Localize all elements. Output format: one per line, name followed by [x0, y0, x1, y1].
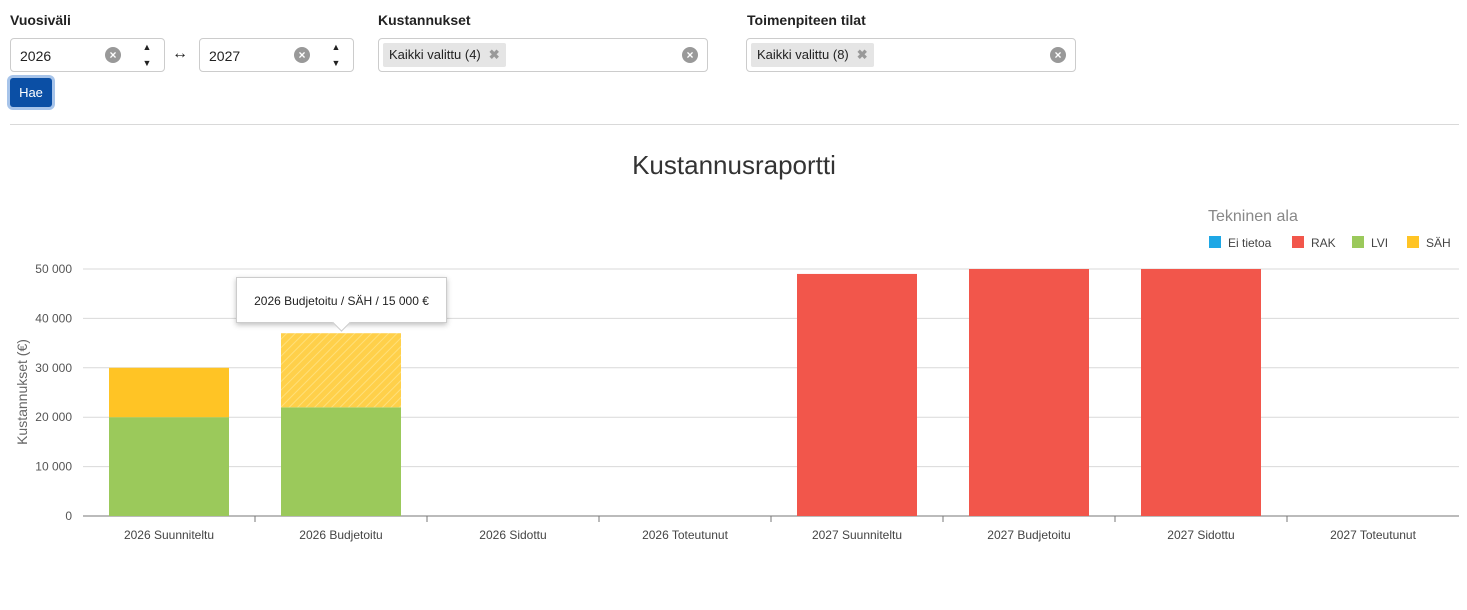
year-to-value: 2027 — [209, 48, 241, 64]
clear-year-from-icon[interactable]: × — [105, 47, 121, 63]
clear-year-to-icon[interactable]: × — [294, 47, 310, 63]
year-to-input[interactable]: 2027 × ▲ ▼ — [199, 38, 354, 72]
x-tick-label: 2026 Budjetoitu — [299, 528, 382, 542]
states-label: Toimenpiteen tilat — [747, 12, 866, 28]
decrement-icon[interactable]: ▼ — [331, 58, 341, 68]
costs-label: Kustannukset — [378, 12, 471, 28]
states-chip: Kaikki valittu (8) ✖ — [751, 43, 874, 67]
y-tick-label: 30 000 — [35, 361, 72, 375]
costs-chip: Kaikki valittu (4) ✖ — [383, 43, 506, 67]
y-tick-label: 10 000 — [35, 460, 72, 474]
bar-segment — [797, 273, 917, 516]
bar-segment — [1141, 269, 1261, 516]
legend-label: Ei tietoa — [1228, 236, 1272, 250]
x-tick-label: 2027 Sidottu — [1167, 528, 1234, 542]
x-tick-label: 2026 Sidottu — [479, 528, 546, 542]
year-from-value: 2026 — [20, 48, 52, 64]
year-range-label: Vuosiväli — [10, 12, 71, 28]
legend-label: RAK — [1311, 236, 1336, 250]
chart-tooltip: 2026 Budjetoitu / SÄH / 15 000 € — [236, 277, 447, 323]
costs-chip-label: Kaikki valittu (4) — [389, 47, 481, 62]
x-tick-label: 2026 Suunniteltu — [124, 528, 214, 542]
x-tick-label: 2026 Toteutunut — [642, 528, 729, 542]
year-from-input[interactable]: 2026 × ▲ ▼ — [10, 38, 165, 72]
legend-label: SÄH — [1426, 236, 1451, 250]
x-tick-label: 2027 Suunniteltu — [812, 528, 902, 542]
y-tick-label: 40 000 — [35, 311, 72, 325]
legend-swatch — [1352, 236, 1364, 248]
increment-icon[interactable]: ▲ — [142, 42, 152, 52]
bar-segment — [281, 333, 401, 408]
states-chip-label: Kaikki valittu (8) — [757, 47, 849, 62]
y-tick-label: 50 000 — [35, 262, 72, 276]
remove-chip-icon[interactable]: ✖ — [488, 47, 500, 62]
y-tick-label: 20 000 — [35, 410, 72, 424]
costs-select[interactable]: Kaikki valittu (4) ✖ × — [378, 38, 708, 72]
legend-swatch — [1209, 236, 1221, 248]
divider — [10, 124, 1459, 125]
bar-segment — [109, 417, 229, 516]
remove-chip-icon[interactable]: ✖ — [856, 47, 868, 62]
clear-states-icon[interactable]: × — [1050, 47, 1066, 63]
bar-segment — [109, 367, 229, 418]
legend-title: Tekninen ala — [1208, 208, 1298, 225]
bar-segment — [281, 407, 401, 516]
x-tick-label: 2027 Budjetoitu — [987, 528, 1070, 542]
increment-icon[interactable]: ▲ — [331, 42, 341, 52]
chart-title: Kustannusraportti — [632, 150, 836, 180]
y-tick-label: 0 — [65, 509, 72, 523]
legend-label: LVI — [1371, 236, 1388, 250]
range-separator-icon: ↔ — [172, 45, 188, 62]
search-button[interactable]: Hae — [10, 78, 52, 107]
x-tick-label: 2027 Toteutunut — [1330, 528, 1417, 542]
legend-swatch — [1292, 236, 1304, 248]
states-select[interactable]: Kaikki valittu (8) ✖ × — [746, 38, 1076, 72]
bar-segment — [969, 269, 1089, 516]
decrement-icon[interactable]: ▼ — [142, 58, 152, 68]
y-axis-label: Kustannukset (€) — [14, 339, 30, 445]
clear-costs-icon[interactable]: × — [682, 47, 698, 63]
legend-swatch — [1407, 236, 1419, 248]
